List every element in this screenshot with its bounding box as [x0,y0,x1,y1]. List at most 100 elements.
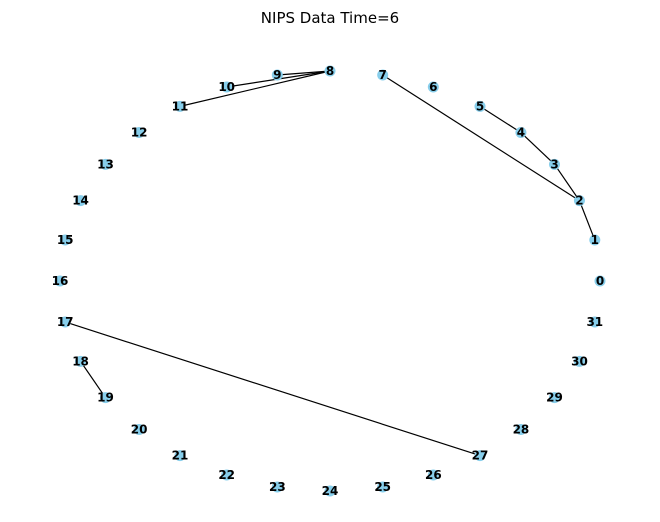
edge-3-4 [520,132,555,165]
edge-8-11 [179,70,331,107]
node-marker-14 [75,195,87,207]
node-label-30: 30 [571,354,588,368]
node-24: 24 [322,484,339,498]
node-15: 15 [57,233,74,247]
node-marker-22 [221,469,233,481]
edge-4-5 [479,105,522,134]
node-label-22: 22 [218,468,235,482]
node-marker-5 [474,100,486,112]
node-label-20: 20 [131,422,148,436]
node-22: 22 [218,468,235,482]
node-label-12: 12 [131,126,148,140]
node-marker-27 [474,450,486,462]
node-5: 5 [474,99,486,113]
node-label-14: 14 [72,194,89,208]
node-marker-15 [59,234,71,246]
node-label-3: 3 [550,157,558,171]
node-label-13: 13 [97,157,114,171]
node-label-4: 4 [517,126,525,140]
node-marker-0 [594,275,606,287]
node-30: 30 [571,354,588,368]
edges-layer [65,70,596,457]
edge-18-19 [80,361,106,399]
node-label-17: 17 [57,315,74,329]
node-11: 11 [172,99,189,113]
node-marker-16 [54,275,66,287]
node-marker-21 [174,450,186,462]
node-label-5: 5 [476,99,484,113]
node-label-10: 10 [218,80,235,94]
node-marker-13 [100,158,112,170]
node-marker-8 [324,65,336,77]
node-28: 28 [513,422,530,436]
node-20: 20 [131,422,148,436]
node-1: 1 [589,233,601,247]
node-25: 25 [374,480,391,494]
node-label-19: 19 [97,391,114,405]
node-12: 12 [131,126,148,140]
node-26: 26 [425,468,442,482]
node-marker-18 [75,355,87,367]
node-6: 6 [427,80,439,94]
node-label-23: 23 [269,480,286,494]
node-label-29: 29 [546,391,563,405]
node-label-9: 9 [273,68,281,82]
node-marker-31 [589,316,601,328]
node-marker-9 [271,69,283,81]
node-21: 21 [172,449,189,463]
edge-17-27 [65,321,481,457]
node-marker-4 [515,127,527,139]
node-27: 27 [472,449,489,463]
node-label-26: 26 [425,468,442,482]
node-14: 14 [72,194,89,208]
node-10: 10 [218,80,235,94]
node-18: 18 [72,354,89,368]
node-marker-26 [427,469,439,481]
node-label-7: 7 [378,68,386,82]
node-marker-23 [271,481,283,493]
node-marker-1 [589,234,601,246]
node-marker-17 [59,316,71,328]
node-marker-6 [427,81,439,93]
edge-8-9 [277,70,331,76]
node-marker-12 [133,127,145,139]
node-23: 23 [269,480,286,494]
node-label-6: 6 [429,80,437,94]
node-marker-19 [100,392,112,404]
node-marker-25 [377,481,389,493]
node-label-15: 15 [57,233,74,247]
node-label-0: 0 [596,274,604,288]
edge-2-3 [554,163,580,201]
node-label-25: 25 [374,480,391,494]
node-label-31: 31 [586,315,603,329]
node-marker-11 [174,100,186,112]
node-marker-3 [548,158,560,170]
node-marker-24 [324,485,336,497]
node-label-1: 1 [591,233,599,247]
node-label-11: 11 [172,99,189,113]
node-9: 9 [271,68,283,82]
node-marker-10 [221,81,233,93]
edge-1-2 [578,200,596,241]
edge-2-7 [382,74,580,202]
node-8: 8 [324,64,336,78]
node-marker-28 [515,423,527,435]
node-0: 0 [594,274,606,288]
node-marker-29 [548,392,560,404]
node-13: 13 [97,157,114,171]
node-label-24: 24 [322,484,339,498]
node-29: 29 [546,391,563,405]
node-marker-7 [377,69,389,81]
node-2: 2 [573,194,585,208]
node-marker-30 [573,355,585,367]
node-label-16: 16 [52,274,69,288]
node-3: 3 [548,157,560,171]
node-4: 4 [515,126,527,140]
node-16: 16 [52,274,69,288]
node-label-8: 8 [326,64,334,78]
node-label-28: 28 [513,422,530,436]
node-label-27: 27 [472,449,489,463]
node-19: 19 [97,391,114,405]
